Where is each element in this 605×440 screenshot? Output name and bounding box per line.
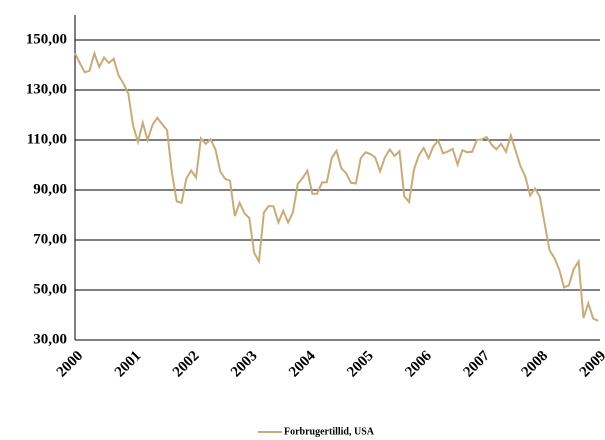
y-tick-label: 30,00 — [33, 331, 67, 347]
legend: Forbrugertillid, USA — [258, 426, 375, 437]
y-tick-label: 70,00 — [33, 231, 67, 247]
y-tick-label: 110,00 — [27, 131, 67, 147]
y-tick-label: 150,00 — [26, 31, 67, 47]
x-tick-label: 2005 — [344, 348, 377, 381]
x-tick-label: 2004 — [286, 348, 319, 381]
x-tick-label: 2009 — [577, 348, 605, 381]
x-tick-label: 2006 — [402, 348, 435, 381]
y-tick-label: 50,00 — [33, 281, 67, 297]
line-series — [74, 49, 599, 322]
x-tick-label: 2003 — [228, 348, 261, 381]
y-tick-label: 90,00 — [33, 181, 67, 197]
y-tick-label: 130,00 — [26, 81, 67, 97]
x-tick-label: 2007 — [461, 348, 494, 381]
x-tick-label: 2001 — [112, 348, 145, 381]
legend-label: Forbrugertillid, USA — [284, 426, 375, 437]
x-tick-label: 2008 — [519, 348, 552, 381]
x-tick-label: 2000 — [54, 348, 87, 381]
x-tick-label: 2002 — [170, 348, 203, 381]
